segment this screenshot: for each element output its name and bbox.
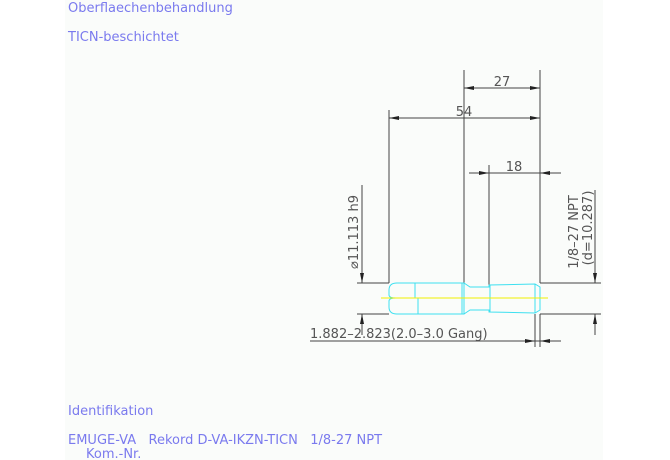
svg-text:27: 27 [494,75,511,90]
ident-value: EMUGE-VA Rekord D-VA-IKZN-TICN 1/8-27 NP… [68,433,382,448]
dimension-diameter: ⌀11.113 h9 [347,185,364,335]
dimension-27: 27 [464,75,540,90]
dimension-bottom: 1.882–2.823(2.0–3.0 Gang) [310,327,561,343]
drawing-sheet [65,0,603,460]
surface-label: Oberflaechenbehandlung [68,1,233,16]
dimension-18: 18 [469,160,561,175]
svg-text:(d=10.287): (d=10.287) [581,191,596,266]
svg-text:⌀11.113 h9: ⌀11.113 h9 [347,195,362,269]
surface-value: TICN-beschichtet [67,30,179,45]
tool-part [381,282,548,315]
svg-text:54: 54 [456,105,473,120]
svg-text:18: 18 [506,160,523,175]
svg-text:1.882–2.823(2.0–3.0 Gang): 1.882–2.823(2.0–3.0 Gang) [310,327,488,342]
dimension-54: 54 [389,105,540,120]
kom-label: Kom.-Nr. [86,447,141,460]
svg-text:1/8–27 NPT: 1/8–27 NPT [567,195,582,269]
ident-label: Identifikation [68,404,153,419]
extension-lines [357,70,601,347]
dimension-thread: 1/8–27 NPT (d=10.287) [567,190,597,335]
